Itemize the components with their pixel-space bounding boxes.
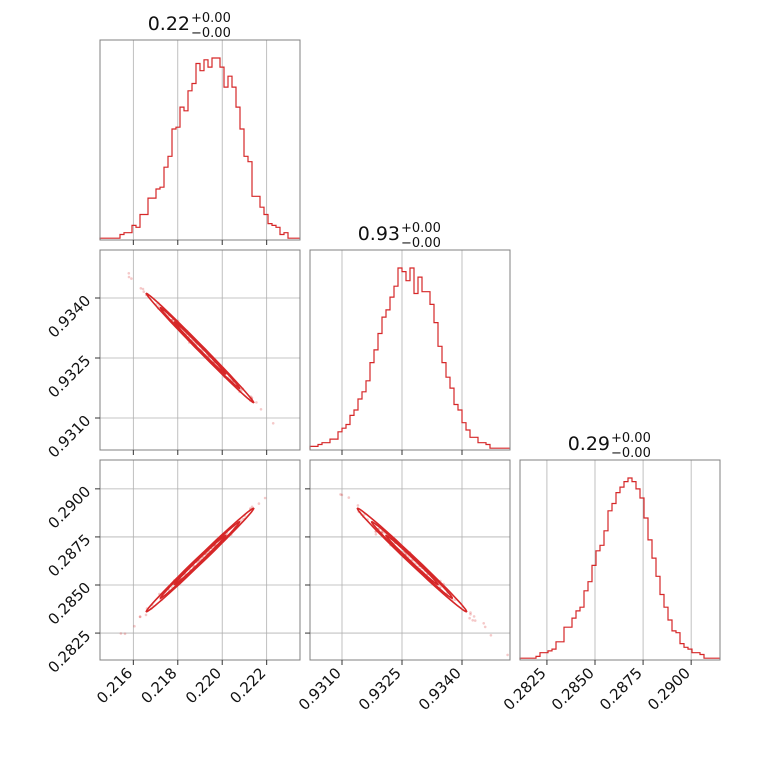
sample-point	[468, 616, 471, 620]
panel-frame	[309, 249, 511, 451]
panel-frame	[99, 39, 301, 241]
contours-2-0	[145, 507, 255, 613]
contour-level	[385, 534, 439, 586]
sample-point	[127, 272, 131, 275]
y-tick-label: 0.2825	[45, 627, 95, 677]
x-tick-label: 0.2850	[548, 664, 598, 714]
sample-point	[133, 624, 136, 628]
param-title-1: 0.93	[358, 223, 400, 245]
sample-point	[142, 290, 146, 294]
y-tick-label: 0.2850	[45, 579, 95, 629]
param-title-plus-1: +0.00	[401, 221, 441, 236]
sample-point	[339, 493, 342, 496]
sample-point	[259, 408, 263, 411]
contour-level	[370, 520, 454, 600]
panel-0-0: 0.22 +0.00−0.00	[99, 11, 301, 245]
y-tick-label: 0.9310	[45, 412, 95, 462]
x-tick-label: 0.9325	[355, 664, 405, 714]
contour-level	[173, 534, 227, 586]
x-tick-label: 0.216	[93, 664, 136, 707]
sample-point	[483, 625, 487, 629]
sample-point	[469, 613, 472, 616]
sample-point	[356, 504, 360, 507]
sample-point	[141, 287, 145, 291]
sample-point	[127, 275, 131, 279]
x-tick-label: 0.9340	[415, 664, 465, 714]
param-title-0: 0.22	[148, 13, 190, 35]
sample-point	[271, 422, 275, 425]
sample-point	[263, 496, 267, 500]
sample-point	[144, 613, 148, 617]
sample-point	[482, 622, 486, 625]
contour-level	[159, 520, 241, 600]
panel-1-1: 0.93 +0.00−0.00	[309, 221, 511, 455]
panel-frame	[309, 459, 511, 661]
sample-point	[471, 619, 475, 622]
histogram-0	[99, 57, 300, 240]
sample-point	[472, 615, 476, 618]
sample-point	[410, 558, 414, 561]
y-tick-label: 0.2875	[45, 531, 95, 581]
sample-point	[347, 496, 351, 499]
param-title-minus-2: −0.00	[611, 446, 651, 461]
sample-point	[130, 277, 133, 280]
contour-level	[173, 321, 227, 375]
y-tick-label: 0.9340	[45, 292, 95, 342]
sample-point	[250, 505, 254, 509]
sample-point	[506, 653, 509, 657]
y-tick-label: 0.2900	[45, 482, 95, 532]
sample-point	[139, 287, 143, 290]
sample-point	[340, 493, 344, 497]
contour-level	[159, 306, 241, 390]
sample-point	[119, 632, 123, 635]
panel-1-0: 0.9310 0.9325 0.9340	[45, 249, 301, 462]
sample-point	[257, 502, 261, 505]
sample-point	[138, 615, 142, 619]
x-tick-label: 0.2875	[596, 664, 646, 714]
x-tick-label: 0.2825	[500, 664, 550, 714]
x-tick-label: 0.218	[138, 664, 181, 707]
param-title-minus-0: −0.00	[191, 26, 231, 41]
panel-frame	[99, 459, 301, 661]
param-title-2: 0.29	[568, 433, 610, 455]
sample-point	[255, 401, 258, 404]
panel-frame	[519, 459, 721, 661]
panel-2-1: 0.9310 0.9325 0.9340	[295, 459, 511, 714]
contours-1-0	[145, 292, 255, 404]
histogram-2	[519, 477, 720, 660]
x-tick-label: 0.222	[226, 664, 269, 707]
sample-point	[138, 615, 142, 618]
panel-frame	[99, 249, 301, 451]
sample-point	[473, 619, 477, 622]
contour-level	[145, 292, 255, 404]
sample-point	[469, 611, 472, 614]
sample-point	[489, 634, 493, 637]
sample-point	[381, 530, 384, 534]
contour-level	[145, 507, 255, 613]
sample-point	[123, 632, 127, 636]
param-title-minus-1: −0.00	[401, 236, 441, 251]
x-tick-label: 0.9310	[295, 664, 345, 714]
x-tick-label: 0.2900	[644, 664, 694, 714]
panel-2-0: 0.216 0.218 0.220 0.222 0.28250.28500.28750.…	[45, 459, 301, 707]
contours-2-1	[356, 507, 468, 613]
y-tick-label: 0.9325	[45, 352, 95, 402]
sample-point	[380, 530, 384, 533]
x-tick-label: 0.220	[182, 664, 225, 707]
contour-level	[356, 507, 468, 613]
histogram-1	[309, 267, 510, 450]
param-title-plus-0: +0.00	[191, 11, 231, 26]
param-title-plus-2: +0.00	[611, 431, 651, 446]
sample-point	[374, 533, 378, 536]
sample-point	[239, 519, 242, 522]
